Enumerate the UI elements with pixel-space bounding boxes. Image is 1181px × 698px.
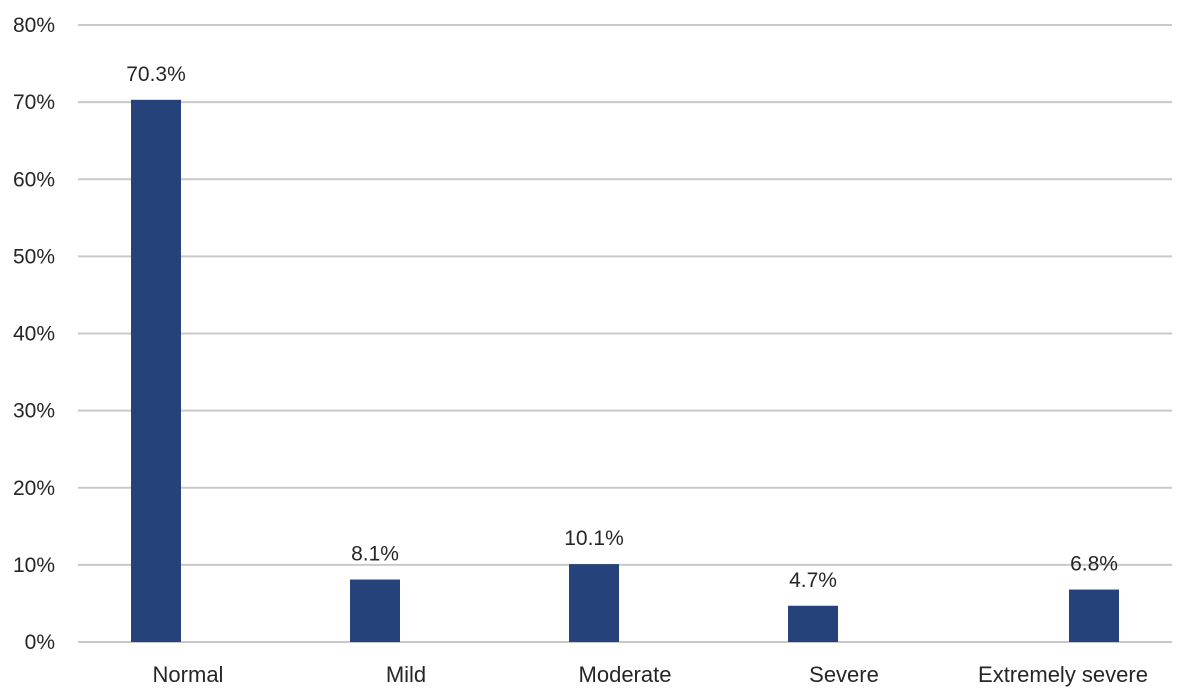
y-tick-label: 70% [13, 91, 55, 114]
data-labels: 70.3% 8.1% 10.1% 4.7% 6.8% [126, 63, 1118, 592]
bar [350, 579, 400, 642]
bar [1069, 589, 1119, 642]
category-label: Moderate [579, 662, 672, 687]
y-tick-label: 10% [13, 554, 55, 577]
y-tick-label: 40% [13, 323, 55, 346]
y-tick-label: 80% [13, 14, 55, 37]
y-tick-label: 30% [13, 400, 55, 423]
y-tick-label: 20% [13, 477, 55, 500]
data-label: 8.1% [351, 543, 399, 566]
y-axis-tick-labels: 0% 10% 20% 30% 40% 50% 60% 70% 80% [13, 14, 55, 654]
data-label: 10.1% [564, 527, 624, 550]
bar [131, 99, 181, 642]
data-label: 4.7% [789, 569, 837, 592]
bar [788, 605, 838, 642]
category-label: Mild [386, 662, 426, 687]
y-tick-label: 0% [25, 631, 55, 654]
y-tick-label: 50% [13, 245, 55, 268]
category-label: Severe [809, 662, 879, 687]
x-axis-category-labels: Normal Mild Moderate Severe Extremely severe [153, 662, 1148, 687]
category-label: Extremely severe [978, 662, 1148, 687]
bar [569, 564, 619, 642]
bars [131, 99, 1119, 642]
category-label: Normal [153, 662, 224, 687]
gridlines [78, 24, 1172, 643]
data-label: 6.8% [1070, 553, 1118, 576]
data-label: 70.3% [126, 63, 186, 86]
y-tick-label: 60% [13, 168, 55, 191]
